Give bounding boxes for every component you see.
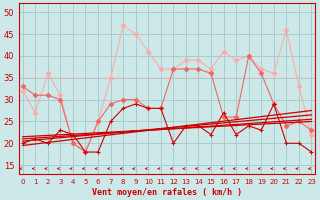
X-axis label: Vent moyen/en rafales ( km/h ): Vent moyen/en rafales ( km/h ) xyxy=(92,188,242,197)
